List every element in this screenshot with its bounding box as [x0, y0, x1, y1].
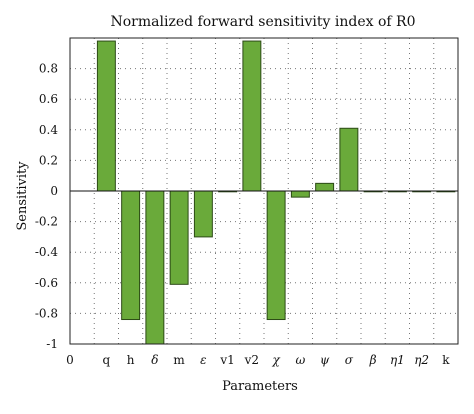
bar-σ — [339, 127, 359, 192]
x-tick-label: 0 — [66, 353, 74, 367]
y-tick-label: -1 — [46, 337, 58, 351]
bar-δ — [145, 190, 165, 345]
x-tick-label: m — [173, 353, 185, 367]
x-tick-label: η2 — [414, 353, 429, 367]
bar-ψ — [315, 182, 335, 192]
x-tick-label: h — [127, 353, 135, 367]
bar-χ — [266, 190, 286, 321]
x-tick-label: δ — [151, 353, 158, 367]
x-tick-label: ε — [200, 353, 206, 367]
y-tick-labels: 0.8 0.6 0.4 0.2 0 -0.2 -0.4 -0.6 -0.8 -1 — [35, 62, 59, 351]
y-tick-label: 0.6 — [39, 92, 58, 106]
y-tick-label: 0.8 — [39, 62, 58, 76]
y-tick-label: -0.2 — [35, 215, 58, 229]
chart-title: Normalized forward sensitivity index of … — [111, 14, 416, 30]
x-tick-label: ψ — [320, 353, 330, 367]
y-axis-title: Sensitivity — [15, 161, 30, 231]
bar-ω — [290, 190, 310, 198]
x-tick-label: k — [442, 353, 450, 367]
y-tick-label: 0 — [50, 184, 58, 198]
y-tick-label: -0.4 — [35, 245, 59, 259]
y-tick-label: -0.8 — [35, 306, 58, 320]
x-tick-label: σ — [345, 353, 354, 367]
x-tick-label: β — [369, 353, 377, 367]
y-tick-label: -0.6 — [35, 276, 58, 290]
x-tick-label: χ — [271, 353, 280, 367]
x-axis-title: Parameters — [222, 379, 298, 394]
x-tick-label: ω — [295, 353, 305, 367]
x-tick-label: q — [103, 353, 111, 367]
x-tick-label: η1 — [390, 353, 405, 367]
y-tick-label: 0.4 — [39, 123, 58, 137]
x-tick-label: v2 — [244, 353, 259, 367]
x-tick-label: v1 — [219, 353, 234, 367]
bar-h — [121, 190, 141, 321]
bar-m — [169, 190, 189, 285]
x-tick-labels: 0 q h δ m ε v1 v2 χ ω ψ σ β η1 η2 k — [66, 353, 450, 367]
plot-frame — [69, 37, 459, 345]
y-tick-label: 0.2 — [39, 153, 58, 167]
bar-q — [96, 40, 116, 192]
bar-v2 — [242, 40, 262, 192]
bar-ε — [193, 190, 213, 238]
bar-layer — [96, 40, 456, 345]
